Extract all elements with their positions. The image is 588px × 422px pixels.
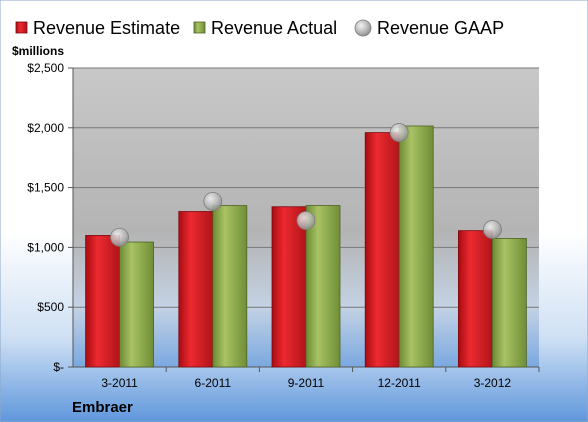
legend-label: Revenue GAAP [377,18,504,38]
bar-revenue-estimate [457,230,493,368]
x-tick-label: 3-2012 [474,376,512,390]
unit-label: $millions [12,44,64,58]
bar-revenue-actual [305,205,341,368]
legend-label: Revenue Actual [211,18,337,38]
bar-revenue-estimate [178,211,214,368]
y-tick-label: $500 [37,300,64,314]
y-tick-label: $- [53,360,64,374]
bar-revenue-actual [398,125,434,368]
marker-revenue-gaap [203,191,223,211]
x-tick-label: 9-2011 [288,376,325,390]
y-tick-label: $1,000 [27,240,64,254]
y-tick-label: $1,500 [27,181,64,195]
bar-revenue-actual [119,241,154,368]
bar-revenue-estimate [364,132,400,368]
x-tick-label: 12-2011 [378,376,421,390]
bar-revenue-estimate [271,206,307,368]
bar-revenue-actual [491,238,527,368]
x-tick-label: 6-2011 [195,376,232,390]
legend-swatch [15,21,28,34]
x-tick-label: 3-2011 [101,376,138,390]
marker-revenue-gaap [296,211,316,230]
bar-revenue-actual [212,205,248,368]
marker-revenue-gaap [389,123,409,142]
legend-swatch [193,21,206,34]
legend-swatch [354,19,372,37]
bar-revenue-estimate [85,235,120,368]
marker-revenue-gaap [482,220,502,239]
legend-label: Revenue Estimate [33,18,180,38]
y-tick-label: $2,000 [27,121,64,135]
company-label: Embraer [72,399,133,416]
y-tick-label: $2,500 [27,61,64,75]
marker-revenue-gaap [110,227,129,247]
